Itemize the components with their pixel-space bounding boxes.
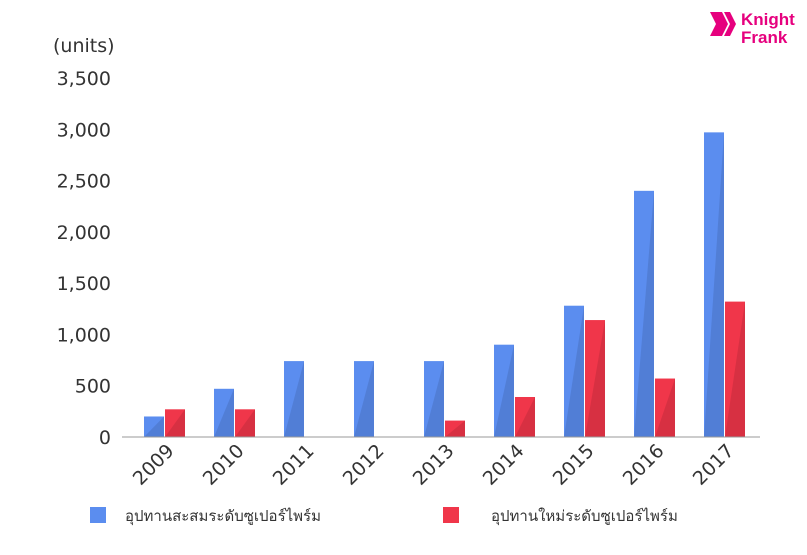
x-tick-label: 2017: [689, 440, 739, 490]
bar-shade: [585, 320, 605, 437]
bar-cumulative-supply-2013: [424, 361, 444, 437]
y-tick-label: 0: [99, 427, 111, 449]
bar-new-supply: [725, 301, 745, 437]
bar-shade: [165, 409, 185, 437]
bar-cumulative-supply: [284, 361, 304, 437]
legend-swatch-cumulative-supply: [90, 507, 106, 523]
bar-shade: [634, 190, 654, 437]
bar-shade: [515, 396, 535, 437]
bars: [144, 132, 745, 437]
bar-cumulative-supply-2014: [494, 344, 514, 437]
x-tick-label: 2015: [549, 440, 599, 490]
bar-shade: [655, 378, 675, 437]
bar-shade: [445, 420, 465, 437]
y-tick-label: 3,000: [57, 119, 111, 141]
bar-shade: [144, 416, 164, 437]
bar-new-supply-2014: [515, 396, 535, 437]
legend-label-cumulative-supply: อุปทานสะสมระดับซูเปอร์ไพร์ม: [125, 507, 321, 526]
bar-cumulative-supply: [354, 361, 374, 437]
y-tick-label: 2,500: [57, 171, 111, 193]
x-tick-label: 2014: [479, 440, 529, 490]
legend-swatch-new-supply: [443, 507, 459, 523]
bar-new-supply: [585, 320, 605, 437]
x-tick-label: 2013: [409, 440, 459, 490]
x-tick-label: 2009: [129, 440, 179, 490]
bar-cumulative-supply-2009: [144, 416, 164, 437]
bar-new-supply: [655, 378, 675, 437]
bar-new-supply-2017: [725, 301, 745, 437]
bar-shade: [494, 344, 514, 437]
logo-mark-icon: [710, 12, 736, 36]
x-tick-label: 2011: [269, 440, 319, 490]
bar-cumulative-supply-2017: [704, 132, 724, 437]
bar-new-supply-2013: [445, 420, 465, 437]
bar-new-supply: [235, 409, 255, 437]
bar-cumulative-supply: [494, 344, 514, 437]
knight-frank-logo: Knight Frank: [710, 10, 795, 47]
y-axis-ticks: 0 500 1,000 1,500 2,000 2,500 3,000 3,500: [57, 68, 111, 449]
bar-new-supply-2015: [585, 320, 605, 437]
bar-shade: [235, 409, 255, 437]
legend: อุปทานสะสมระดับซูเปอร์ไพร์ม อุปทานใหม่ระ…: [90, 507, 678, 526]
x-tick-label: 2012: [339, 440, 389, 490]
bar-new-supply-2010: [235, 409, 255, 437]
bar-shade: [214, 388, 234, 437]
bar-cumulative-supply: [214, 388, 234, 437]
bar-shade: [564, 305, 584, 437]
bar-cumulative-supply-2011: [284, 361, 304, 437]
x-axis-ticks: 2009 2010 2011 2012 2013 2014 2015 2016 2017: [129, 440, 739, 490]
bar-cumulative-supply: [144, 416, 164, 437]
y-tick-label: 1,000: [57, 324, 111, 346]
y-tick-label: 3,500: [57, 68, 111, 90]
y-tick-label: 1,500: [57, 273, 111, 295]
x-tick-label: 2010: [199, 440, 249, 490]
y-axis-unit-label: (units): [53, 35, 115, 57]
y-tick-label: 2,000: [57, 222, 111, 244]
bar-shade: [704, 132, 724, 437]
bar-shade: [424, 361, 444, 437]
logo-text-line2: Frank: [741, 28, 788, 47]
bar-new-supply: [515, 396, 535, 437]
bar-cumulative-supply-2015: [564, 305, 584, 437]
bar-new-supply: [445, 420, 465, 437]
bar-cumulative-supply: [704, 132, 724, 437]
bar-cumulative-supply: [424, 361, 444, 437]
bar-cumulative-supply: [634, 190, 654, 437]
bar-shade: [725, 301, 745, 437]
bar-new-supply-2016: [655, 378, 675, 437]
bar-cumulative-supply: [564, 305, 584, 437]
bar-cumulative-supply-2016: [634, 190, 654, 437]
legend-label-new-supply: อุปทานใหม่ระดับซูเปอร์ไพร์ม: [491, 507, 678, 526]
y-tick-label: 500: [75, 376, 111, 398]
bar-shade: [284, 361, 304, 437]
bar-new-supply: [165, 409, 185, 437]
x-tick-label: 2016: [619, 440, 669, 490]
bar-cumulative-supply-2012: [354, 361, 374, 437]
bar-shade: [354, 361, 374, 437]
bar-cumulative-supply-2010: [214, 388, 234, 437]
bar-new-supply-2009: [165, 409, 185, 437]
logo-text-line1: Knight: [741, 10, 795, 29]
